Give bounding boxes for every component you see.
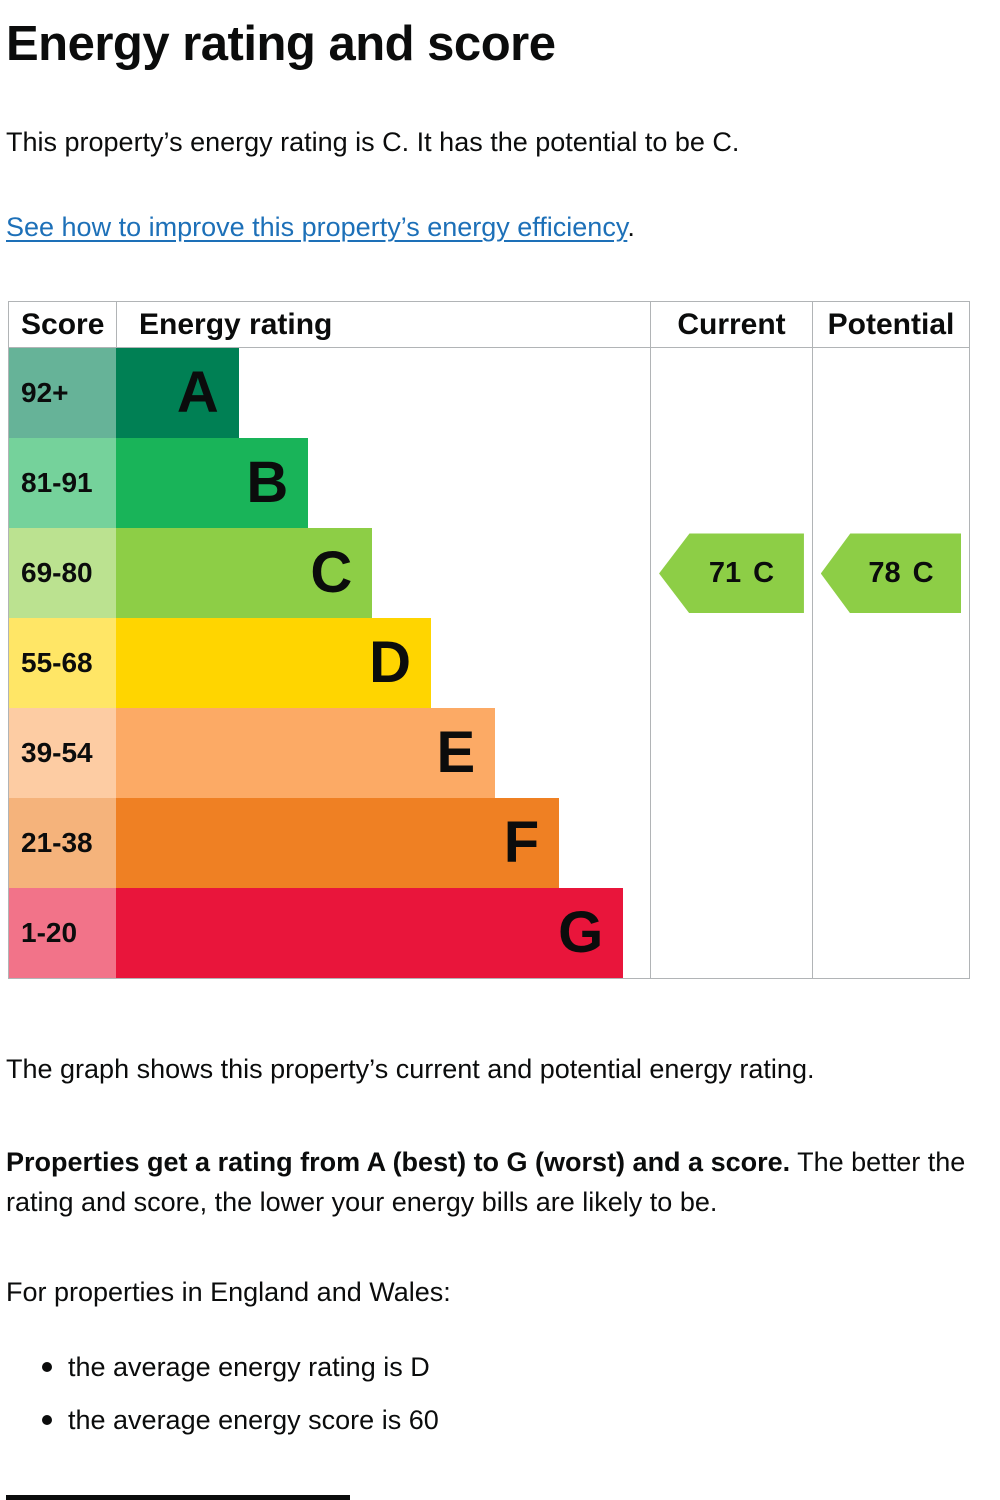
header-current: Current — [650, 302, 812, 348]
epc-band-row: 55-68 D — [9, 618, 969, 709]
rating-explanation-bold: Properties get a rating from A (best) to… — [6, 1146, 791, 1177]
band-rating-cell: G — [116, 888, 650, 979]
potential-cell — [812, 708, 969, 799]
band-letter: A — [176, 360, 219, 426]
band-rating-cell: A — [116, 348, 650, 439]
current-score-value: 71 — [708, 556, 742, 589]
epc-rating-chart: Score Energy rating Current Potential 92… — [8, 301, 970, 980]
rating-explanation-rest: The better the rating and score, the low… — [6, 1146, 966, 1218]
band-score-cell: 21-38 — [9, 798, 116, 889]
potential-cell — [812, 438, 969, 529]
epc-band-row: 92+ A — [9, 348, 969, 439]
page-title: Energy rating and score — [6, 17, 556, 71]
band-score-cell: 39-54 — [9, 708, 116, 799]
band-rating-cell: B — [116, 438, 650, 529]
header-energy-rating: Energy rating — [116, 302, 650, 348]
current-score-letter: C — [753, 556, 775, 589]
current-cell — [650, 438, 812, 529]
band-bar: E — [116, 708, 496, 799]
average-rating-item: the average energy rating is D — [6, 1350, 970, 1385]
current-cell — [650, 708, 812, 799]
band-bar: A — [116, 348, 239, 439]
potential-score-value: 78 — [868, 556, 901, 589]
epc-header-row: Score Energy rating Current Potential — [9, 302, 969, 349]
band-rating-cell: E — [116, 708, 650, 799]
improve-efficiency-link[interactable]: See how to improve this property’s energ… — [6, 212, 628, 243]
band-score: 92+ — [21, 377, 69, 409]
band-bar: F — [116, 798, 560, 889]
band-score-cell: 1-20 — [9, 888, 116, 979]
epc-band-row: 21-38 F — [9, 798, 969, 889]
band-score-cell: 55-68 — [9, 618, 116, 709]
band-rating-cell: C — [116, 528, 650, 619]
band-score: 39-54 — [21, 737, 93, 769]
band-score: 81-91 — [21, 467, 93, 499]
header-potential: Potential — [812, 302, 969, 348]
current-cell — [650, 348, 812, 439]
band-score: 1-20 — [21, 917, 78, 949]
potential-cell — [812, 348, 969, 439]
band-score: 55-68 — [21, 647, 93, 679]
epc-band-row: 69-80 C 71 C 78 C — [9, 528, 969, 619]
link-suffix: . — [627, 212, 635, 243]
epc-band-row: 39-54 E — [9, 708, 969, 799]
current-cell: 71 C — [650, 528, 812, 619]
band-letter: B — [246, 450, 289, 516]
clipped-next-heading — [6, 1495, 350, 1500]
band-bar: B — [116, 438, 309, 529]
region-intro: For properties in England and Wales: — [6, 1276, 451, 1307]
potential-rating-arrow: 78 C — [820, 533, 962, 614]
epc-band-row: 1-20 G — [9, 888, 969, 979]
band-letter: D — [369, 630, 412, 696]
band-score-cell: 69-80 — [9, 528, 116, 619]
current-cell — [650, 888, 812, 979]
band-letter: C — [310, 540, 353, 606]
epc-band-rows: 92+ A 81-91 B 69-80 C 71 C 78 C — [9, 348, 969, 979]
band-score: 21-38 — [21, 827, 93, 859]
band-bar: G — [116, 888, 624, 979]
averages-list: the average energy rating is D the avera… — [6, 1350, 970, 1438]
band-rating-cell: F — [116, 798, 650, 889]
band-score-cell: 81-91 — [9, 438, 116, 529]
rating-explanation: Properties get a rating from A (best) to… — [6, 1142, 966, 1223]
average-score-item: the average energy score is 60 — [6, 1403, 970, 1438]
potential-cell — [812, 618, 969, 709]
graph-caption: The graph shows this property’s current … — [6, 1054, 815, 1085]
band-rating-cell: D — [116, 618, 650, 709]
band-bar: C — [116, 528, 373, 619]
potential-cell: 78 C — [812, 528, 969, 619]
potential-cell — [812, 888, 969, 979]
potential-score-letter: C — [912, 556, 934, 589]
band-letter: E — [436, 720, 476, 786]
band-letter: G — [558, 900, 604, 966]
band-bar: D — [116, 618, 432, 709]
band-score: 69-80 — [21, 557, 93, 589]
potential-cell — [812, 798, 969, 889]
band-score-cell: 92+ — [9, 348, 116, 439]
epc-band-row: 81-91 B — [9, 438, 969, 529]
current-rating-arrow: 71 C — [659, 533, 804, 614]
improve-link-row: See how to improve this property’s energ… — [6, 212, 970, 243]
energy-rating-intro: This property’s energy rating is C. It h… — [6, 127, 740, 157]
header-score: Score — [21, 307, 105, 341]
current-cell — [650, 798, 812, 889]
current-cell — [650, 618, 812, 709]
band-letter: F — [503, 810, 540, 876]
